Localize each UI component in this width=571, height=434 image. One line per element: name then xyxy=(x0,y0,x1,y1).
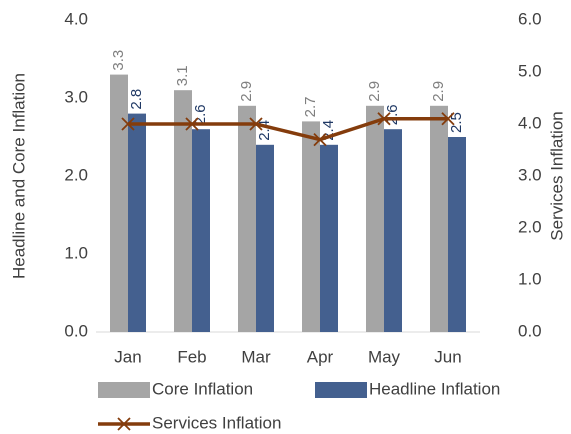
legend-label: Services Inflation xyxy=(152,413,281,432)
x-tick-label: Jan xyxy=(114,347,141,366)
bar xyxy=(320,144,338,332)
y-tick-label: 4.0 xyxy=(64,9,88,28)
x-tick-label: Feb xyxy=(177,347,206,366)
data-label: 2.9 xyxy=(238,81,255,102)
data-label: 2.9 xyxy=(366,81,383,102)
marker xyxy=(441,112,455,126)
bar xyxy=(384,129,402,332)
legend-swatch xyxy=(315,382,367,398)
y2-tick-label: 2.0 xyxy=(518,217,542,236)
y2-tick-label: 5.0 xyxy=(518,61,542,80)
bar xyxy=(174,90,192,332)
y-axis-title: Headline and Core Inflation xyxy=(9,73,28,279)
y2-tick-label: 6.0 xyxy=(518,9,542,28)
y-tick-label: 3.0 xyxy=(64,87,88,106)
marker xyxy=(377,112,391,126)
line xyxy=(128,117,448,142)
y2-tick-label: 3.0 xyxy=(518,165,542,184)
bar xyxy=(238,105,256,332)
y2-tick-label: 0.0 xyxy=(518,321,542,340)
y-tick-label: 2.0 xyxy=(64,165,88,184)
bar xyxy=(128,113,146,332)
bar xyxy=(302,121,320,333)
y2-tick-label: 1.0 xyxy=(518,269,542,288)
marker xyxy=(121,117,135,131)
y-tick-label: 0.0 xyxy=(64,321,88,340)
y2-axis-title: Services Inflation xyxy=(547,111,566,240)
x-tick-label: Jun xyxy=(434,347,461,366)
data-label: 2.5 xyxy=(448,112,465,133)
y2-tick-label: 4.0 xyxy=(518,113,542,132)
marker xyxy=(313,132,327,147)
data-label: 3.1 xyxy=(174,65,191,86)
bar xyxy=(110,74,128,332)
x-tick-label: Mar xyxy=(241,347,271,366)
data-label: 2.7 xyxy=(302,97,319,118)
data-label: 2.8 xyxy=(128,89,145,110)
legend-swatch xyxy=(98,382,150,398)
x-tick-label: Apr xyxy=(307,347,334,366)
bar xyxy=(256,144,274,332)
bar xyxy=(448,137,466,332)
bar xyxy=(366,105,384,332)
legend-marker xyxy=(117,417,131,431)
y-tick-label: 1.0 xyxy=(64,243,88,262)
x-tick-label: May xyxy=(368,347,401,366)
marker xyxy=(249,117,263,131)
marker xyxy=(185,117,199,131)
data-label: 3.3 xyxy=(110,50,127,71)
bar xyxy=(192,129,210,332)
bar xyxy=(430,105,448,332)
data-label: 2.9 xyxy=(430,81,447,102)
legend-label: Core Inflation xyxy=(152,379,253,398)
legend-label: Headline Inflation xyxy=(369,379,500,398)
